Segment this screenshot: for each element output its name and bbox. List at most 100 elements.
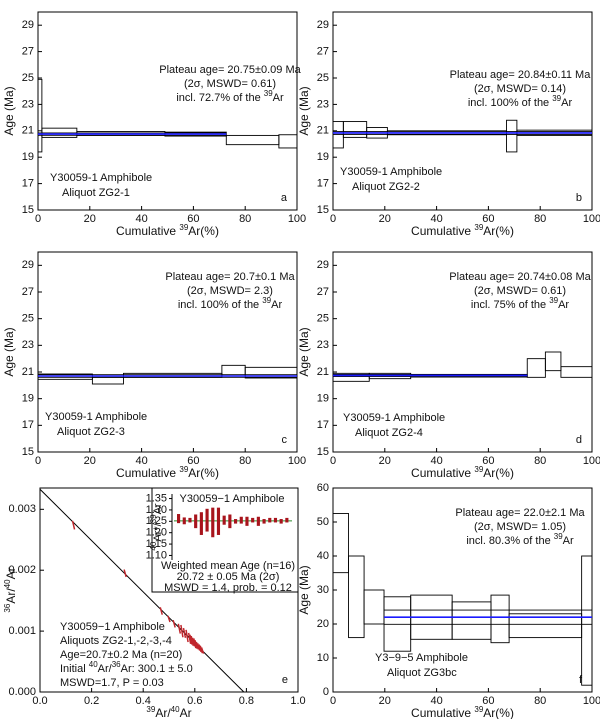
- panel-letter: e: [282, 674, 288, 686]
- x-tick-label: 0.0: [32, 695, 47, 707]
- text-part: Ar(%): [483, 466, 514, 480]
- y-tick-label: 17: [22, 419, 34, 431]
- x-axis-label: Cumulative 39Ar(%): [116, 465, 219, 480]
- sample-label: Aliquot ZG2-3: [57, 426, 125, 438]
- inset-y-tick-label: 1.15: [146, 538, 167, 550]
- plateau-annotation: (2σ, MSWD= 1.05): [474, 521, 566, 533]
- text-part: (2σ, MSWD= 0.61): [474, 285, 566, 297]
- text-part: incl. 100% of the: [178, 299, 262, 311]
- inset-bar: [188, 517, 192, 523]
- y-tick-label: 25: [317, 313, 329, 325]
- sample-label: Aliquot ZG3bc: [387, 667, 457, 679]
- text-part: Age=20.7±0.2 Ma (n=20): [60, 649, 182, 661]
- sample-label: Aliquot ZG2-1: [62, 187, 130, 199]
- y-tick-label: 17: [317, 419, 329, 431]
- x-tick-label: 40: [135, 213, 147, 225]
- x-tick-label: 100: [288, 455, 306, 467]
- text-part: Ar: [558, 299, 569, 311]
- x-tick-label: 80: [239, 213, 251, 225]
- x-tick-label: 100: [583, 695, 600, 707]
- step: [490, 594, 510, 644]
- text-part: Ar: [561, 97, 572, 109]
- text-part: incl. 100% of the: [468, 97, 552, 109]
- text-part: incl. 75% of the: [471, 299, 549, 311]
- text-part: (2σ, MSWD= 0.61): [184, 78, 276, 90]
- x-tick-label: 60: [482, 455, 494, 467]
- y-tick-label: 17: [317, 178, 329, 190]
- text-part: Ar(%): [483, 224, 514, 238]
- inset-bar: [211, 507, 215, 538]
- step: [348, 555, 365, 639]
- inset-y-tick-label: 1.10: [146, 549, 167, 561]
- y-tick-label: 50: [317, 516, 329, 528]
- inset-bar: [239, 516, 243, 524]
- panel-letter: f: [579, 674, 583, 686]
- x-tick-label: 0.2: [84, 695, 99, 707]
- inset-bar: [199, 512, 203, 535]
- plateau-annotation: Plateau age= 20.75±0.09 Ma: [159, 64, 301, 76]
- text-part: (2σ, MSWD= 2.3): [187, 285, 273, 297]
- error-bar: [195, 641, 200, 650]
- x-tick-label: 80: [534, 455, 546, 467]
- error-bar: [177, 623, 182, 634]
- y-tick-label: 15: [317, 204, 329, 216]
- x-tick-label: 1.0: [290, 695, 305, 707]
- superscript: 39: [262, 296, 271, 305]
- text-part: Cumulative: [116, 224, 179, 238]
- y-axis-label: Age (Ma): [2, 327, 16, 376]
- text-part: Ar/: [155, 706, 171, 719]
- text-part: Ar: 300.1 ± 5.0: [121, 663, 193, 675]
- superscript: 36: [112, 660, 121, 669]
- x-tick-label: 80: [534, 213, 546, 225]
- isochron-annotation: Initial 40Ar/36Ar: 300.1 ± 5.0: [60, 660, 193, 675]
- text-part: Ar/: [98, 663, 113, 675]
- inset-bar: [268, 517, 272, 523]
- inset-bar: [262, 519, 266, 524]
- inset-bar: [251, 517, 255, 523]
- inset-text: 20.72 ± 0.05 Ma (2σ): [177, 571, 280, 583]
- y-tick-label: 17: [22, 178, 34, 190]
- y-tick-label: 21: [317, 125, 329, 137]
- sample-label: Aliquot ZG2-2: [352, 181, 420, 193]
- inset-bar: [205, 508, 209, 532]
- x-tick-label: 60: [482, 213, 494, 225]
- error-bar: [172, 619, 176, 628]
- x-tick-label: 60: [482, 695, 494, 707]
- inset-y-tick-label: 1.25: [146, 515, 167, 527]
- superscript: 39: [179, 223, 188, 232]
- superscript: 39: [474, 705, 483, 714]
- text-part: Plateau age= 20.75±0.09 Ma: [159, 64, 301, 76]
- y-tick-label: 27: [317, 46, 329, 58]
- x-tick-label: 20: [84, 455, 96, 467]
- y-axis-label: Age (Ma): [297, 565, 311, 614]
- superscript: 40: [171, 705, 180, 714]
- x-tick-label: 0.4: [136, 695, 151, 707]
- inset-bar: [216, 507, 221, 535]
- superscript: 39: [474, 465, 483, 474]
- x-tick-label: 40: [430, 455, 442, 467]
- text-part: Cumulative: [116, 466, 179, 480]
- plot-frame: [332, 11, 593, 211]
- step: [244, 366, 298, 379]
- inset-y-tick-label: 1.20: [146, 527, 167, 539]
- y-tick-label: 19: [22, 393, 34, 405]
- y-tick-label: 27: [317, 286, 329, 298]
- panel-letter: b: [576, 192, 582, 204]
- y-tick-label: 10: [317, 652, 329, 664]
- y-tick-label: 29: [22, 259, 34, 271]
- text-part: (2σ, MSWD= 1.05): [474, 521, 566, 533]
- text-part: Cumulative: [411, 706, 474, 719]
- text-part: Cumulative: [411, 466, 474, 480]
- step: [278, 134, 298, 149]
- x-tick-label: 60: [187, 455, 199, 467]
- inset-bar: [182, 517, 186, 525]
- y-tick-label: 19: [22, 151, 34, 163]
- y-tick-label: 27: [22, 46, 34, 58]
- x-tick-label: 0: [330, 455, 336, 467]
- y-tick-label: 25: [22, 313, 34, 325]
- text-part: (2σ, MSWD= 0.14): [474, 83, 566, 95]
- y-tick-label: 23: [317, 98, 329, 110]
- x-axis-label: Cumulative 39Ar(%): [411, 223, 514, 238]
- error-bar: [194, 640, 198, 649]
